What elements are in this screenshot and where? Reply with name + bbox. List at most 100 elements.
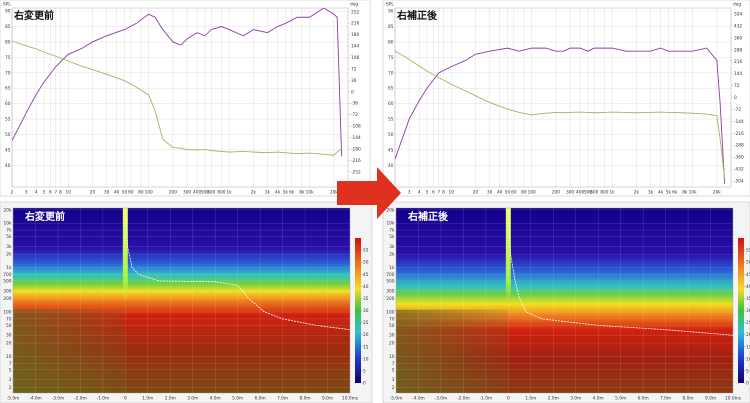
y-tick-label: 85 — [388, 24, 394, 30]
y-tick-label: 45 — [388, 147, 394, 153]
colorbar-label: 20 — [746, 332, 750, 338]
x-tick-label: 3k — [265, 190, 271, 196]
x-tick-label: 4.0m — [593, 396, 604, 402]
y-tick-label: 50 — [389, 323, 395, 329]
peak-line — [507, 209, 733, 336]
x-tick-label: 300 — [183, 190, 191, 196]
y-tick-label: 70 — [6, 316, 12, 322]
x-tick-label: 300 — [566, 190, 574, 196]
x-tick-label: 4 — [418, 190, 421, 196]
y-tick-label: 2 — [392, 385, 395, 391]
y-tick-label: 80 — [388, 39, 394, 45]
y-tick-label: 7 — [9, 361, 12, 367]
y2-tick-label: -72 — [351, 112, 358, 118]
y-axis-label: SPL — [386, 2, 394, 8]
x-tick-label: 6k — [672, 190, 678, 196]
y-tick-label: 20k — [387, 207, 395, 213]
y2-tick-label: 72 — [351, 66, 357, 72]
arrow — [337, 167, 401, 219]
y-tick-label: 85 — [5, 24, 11, 30]
peak-line — [124, 209, 350, 331]
y-tick-label: 2k — [389, 252, 395, 258]
x-tick-label: -4.0m — [29, 396, 42, 402]
colorbar-label: 45 — [363, 272, 369, 278]
colorbar-label: 20 — [363, 332, 369, 338]
x-tick-label: -3.0m — [435, 396, 448, 402]
y-tick-label: 45 — [5, 147, 11, 153]
colorbar-label: 50 — [363, 260, 369, 266]
x-tick-label: 3 — [25, 190, 28, 196]
y-tick-label: 20 — [389, 341, 395, 347]
heatmap-streak — [122, 208, 128, 393]
x-tick-label: 5 — [43, 190, 46, 196]
y2-tick-label: -216 — [351, 158, 361, 164]
x-tick-label: 100 — [528, 190, 536, 196]
heatmap — [396, 208, 733, 393]
y-tick-label: 200 — [386, 296, 394, 302]
y-tick-label: 2k — [6, 252, 12, 258]
x-tick-label: 7.0m — [660, 396, 671, 402]
y-tick-label: 5 — [9, 367, 12, 373]
colorbar-label: 35 — [363, 296, 369, 302]
x-tick-label: 80 — [521, 190, 527, 196]
x-tick-label: 500 — [584, 190, 592, 196]
x-tick-label: 10 — [449, 190, 455, 196]
y-tick-label: 10 — [389, 354, 395, 360]
panel-background — [382, 0, 750, 197]
x-tick-label: 200 — [169, 190, 177, 196]
phase-line — [395, 50, 726, 179]
y-tick-label: 80 — [5, 39, 11, 45]
colorbar-label: 0 — [746, 381, 749, 387]
x-tick-label: -5.0m — [390, 396, 403, 402]
y-tick-label: 500 — [386, 278, 394, 284]
y-tick-label: 300 — [386, 288, 394, 294]
colorbar-label: 40 — [363, 284, 369, 290]
x-tick-label: 20k — [713, 190, 721, 196]
phase-line — [12, 40, 342, 156]
colorbar — [738, 238, 744, 383]
x-tick-label: 5k — [283, 190, 289, 196]
x-tick-label: -5.0m — [7, 396, 20, 402]
colorbar-label: 15 — [746, 344, 750, 350]
colorbar-label: 25 — [746, 320, 750, 326]
chart-panel: 0510152025303540455055235710203050701002… — [382, 201, 750, 403]
x-tick-label: 6k — [289, 190, 295, 196]
x-tick-label: 60 — [511, 190, 517, 196]
x-tick-label: 10.0ms — [725, 396, 742, 402]
y-tick-label: 1k — [6, 265, 12, 271]
x-tick-label: 400 — [193, 190, 201, 196]
x-tick-label: 0 — [507, 396, 510, 402]
heatmap — [13, 208, 350, 393]
y-tick-label: 5k — [6, 234, 12, 240]
x-tick-label: 6 — [49, 190, 52, 196]
y-tick-label: 40 — [5, 163, 11, 169]
x-tick-label: 800 — [217, 190, 225, 196]
colorbar-label: 30 — [746, 308, 750, 314]
colorbar-label: 55 — [363, 248, 369, 254]
y-tick-label: 5 — [392, 367, 395, 373]
x-tick-label: 50 — [505, 190, 511, 196]
y-tick-label: 1k — [389, 265, 395, 271]
x-tick-label: 30 — [487, 190, 493, 196]
y-tick-label: 90 — [5, 9, 11, 15]
chart-panel: 0510152025303540455055235710203050701002… — [0, 201, 373, 403]
x-tick-label: 8.0m — [300, 396, 311, 402]
x-tick-label: 2k — [251, 190, 257, 196]
x-tick-label: 3.0m — [570, 396, 581, 402]
heatmap-pre-ringing — [396, 309, 509, 393]
x-tick-label: 0 — [124, 396, 127, 402]
x-tick-label: 2 — [11, 190, 14, 196]
x-tick-label: -2.0m — [457, 396, 470, 402]
spl-line — [395, 47, 726, 184]
y-tick-label: 500 — [3, 278, 11, 284]
y2-tick-label: 288 — [734, 47, 742, 53]
y-tick-label: 50 — [388, 132, 394, 138]
x-tick-label: 100 — [145, 190, 153, 196]
y-tick-label: 55 — [5, 117, 11, 123]
y2-tick-label: -360 — [734, 155, 744, 161]
x-tick-label: 600 — [590, 190, 598, 196]
spl-line — [12, 8, 343, 157]
x-tick-label: 40 — [497, 190, 503, 196]
plot-frame — [11, 7, 349, 188]
y-tick-label: 3k — [389, 244, 395, 250]
